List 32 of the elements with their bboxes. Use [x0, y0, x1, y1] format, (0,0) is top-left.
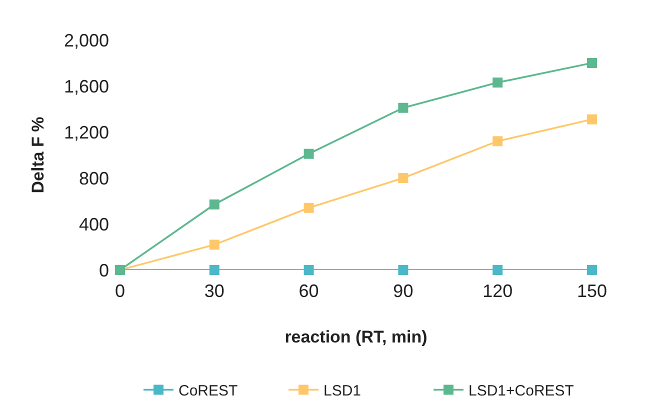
y-axis-title: Delta F %	[28, 116, 48, 194]
x-tick-label: 30	[204, 281, 224, 301]
y-tick-label: 2,000	[64, 30, 109, 50]
y-tick-label: 800	[78, 168, 109, 188]
point	[492, 265, 503, 275]
point	[304, 202, 314, 213]
point	[209, 240, 220, 250]
point	[209, 265, 220, 275]
point	[587, 265, 597, 275]
legend-label: LSD1	[324, 382, 362, 400]
x-tick-label: 90	[393, 281, 414, 301]
point	[398, 265, 408, 275]
point	[492, 78, 503, 88]
x-tick-label: 150	[576, 281, 608, 301]
y-tick-label: 400	[78, 214, 109, 234]
legend-label: LSD1+CoREST	[468, 382, 574, 400]
x-tick-label: 0	[114, 281, 126, 301]
y-tick-label: 0	[98, 260, 109, 280]
legend-label: CoREST	[178, 382, 238, 400]
point	[492, 136, 503, 146]
y-tick-label: 1,600	[64, 76, 109, 96]
point	[304, 148, 314, 159]
y-tick-label: 1,200	[64, 122, 109, 142]
point	[398, 173, 408, 183]
x-axis-title: reaction (RT, min)	[284, 327, 428, 346]
point	[209, 199, 220, 210]
point	[587, 58, 597, 68]
point	[587, 114, 597, 124]
point	[398, 102, 408, 113]
x-tick-label: 60	[298, 281, 319, 301]
x-tick-label: 120	[482, 281, 513, 301]
point	[304, 265, 314, 275]
